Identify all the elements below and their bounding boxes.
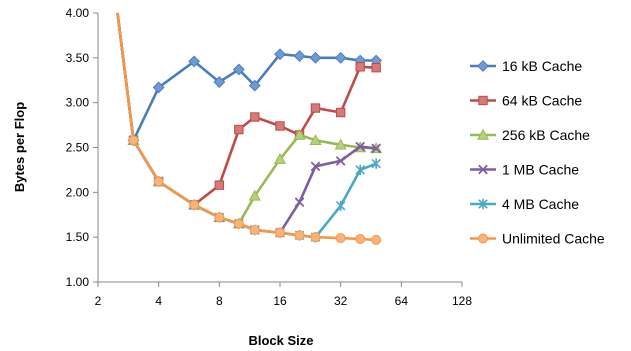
y-tick-label: 1.50: [66, 230, 90, 244]
legend: 16 kB Cache 64 kB Cache 256 kB Cache 1 MB C…: [470, 58, 605, 247]
legend-label: Unlimited Cache: [502, 231, 605, 247]
data-point: [371, 62, 381, 73]
data-point: [248, 79, 261, 92]
legend-label: 64 kB Cache: [502, 93, 582, 109]
y-tick-label: 4.00: [66, 6, 90, 20]
data-point: [249, 224, 260, 235]
x-tick-label: 2: [95, 294, 102, 308]
series-line: [116, 12, 377, 225]
data-point: [355, 141, 366, 152]
data-point: [334, 138, 347, 150]
legend-label: 256 kB Cache: [502, 127, 590, 143]
data-point: [371, 143, 381, 154]
x-tick-label: 8: [216, 294, 223, 308]
x-tick-label: 16: [273, 294, 287, 308]
x-axis-title: Block Size: [248, 333, 313, 348]
data-point: [213, 76, 226, 88]
data-point: [153, 176, 164, 187]
legend-item-64-kb-cache: 64 kB Cache: [470, 93, 582, 109]
data-point: [293, 50, 306, 62]
data-point: [214, 212, 225, 223]
data-point: [310, 161, 321, 172]
legend-marker: [478, 95, 488, 106]
legend-marker: [478, 233, 488, 244]
legend-label: 1 MB Cache: [502, 162, 579, 178]
y-tick-label: 3.00: [66, 96, 90, 110]
x-tick-label: 32: [334, 294, 348, 308]
x-tick-label: 64: [395, 294, 409, 308]
legend-label: 4 MB Cache: [502, 196, 579, 212]
data-point: [355, 233, 366, 244]
data-point: [355, 62, 365, 72]
data-point: [294, 230, 305, 241]
x-tick-label: 4: [155, 294, 162, 308]
legend-marker: [476, 128, 490, 140]
legend-item-256-kb-cache: 256 kB Cache: [470, 127, 590, 143]
data-point: [188, 55, 201, 68]
data-point: [275, 121, 285, 131]
data-point: [355, 164, 365, 176]
legend-marker: [478, 198, 488, 210]
x-tick-label: 128: [452, 294, 472, 308]
data-point: [309, 51, 322, 64]
data-point: [309, 134, 322, 146]
data-point: [371, 158, 381, 169]
data-point: [234, 124, 244, 135]
data-point: [128, 135, 139, 146]
data-point: [248, 189, 261, 201]
data-point: [371, 234, 382, 245]
legend-item-16-kb-cache: 16 kB Cache: [470, 58, 582, 74]
data-point: [273, 152, 287, 164]
y-tick-label: 2.00: [66, 185, 90, 199]
data-point: [214, 180, 225, 190]
y-tick-label: 1.00: [66, 275, 90, 289]
data-point: [293, 128, 306, 140]
y-tick-label: 3.50: [66, 51, 90, 65]
legend-label: 16 kB Cache: [502, 58, 582, 74]
legend-marker: [477, 60, 489, 72]
y-tick-label: 2.50: [66, 141, 90, 155]
data-point: [335, 107, 346, 118]
data-point: [152, 81, 165, 94]
data-point: [335, 156, 346, 166]
legend-item-unlimited-cache: Unlimited Cache: [470, 231, 605, 247]
data-point: [250, 112, 260, 122]
series-16-kb-cache: [116, 12, 383, 147]
series-line: [116, 12, 377, 142]
data-point: [310, 103, 321, 113]
data-point: [189, 199, 200, 210]
data-point: [275, 227, 285, 238]
data-point: [233, 218, 244, 229]
y-axis-title: Bytes per Flop: [12, 102, 27, 192]
series-unlimited-cache: [116, 12, 382, 245]
data-point: [335, 200, 346, 211]
data-point: [294, 197, 305, 208]
data-point: [274, 48, 286, 61]
data-point: [334, 51, 347, 64]
data-point: [232, 63, 245, 76]
series-layer: [116, 12, 383, 245]
series-line: [116, 12, 377, 242]
legend-item-4-mb-cache: 4 MB Cache: [470, 196, 579, 212]
axes: 1.00 1.50 2.00 2.50 3.00 3.50 4.00 2 4 8 16 32 64 128: [66, 6, 473, 308]
data-point: [335, 233, 346, 244]
legend-item-1-mb-cache: 1 MB Cache: [470, 162, 579, 178]
data-point: [310, 232, 321, 243]
legend-marker: [478, 164, 488, 175]
